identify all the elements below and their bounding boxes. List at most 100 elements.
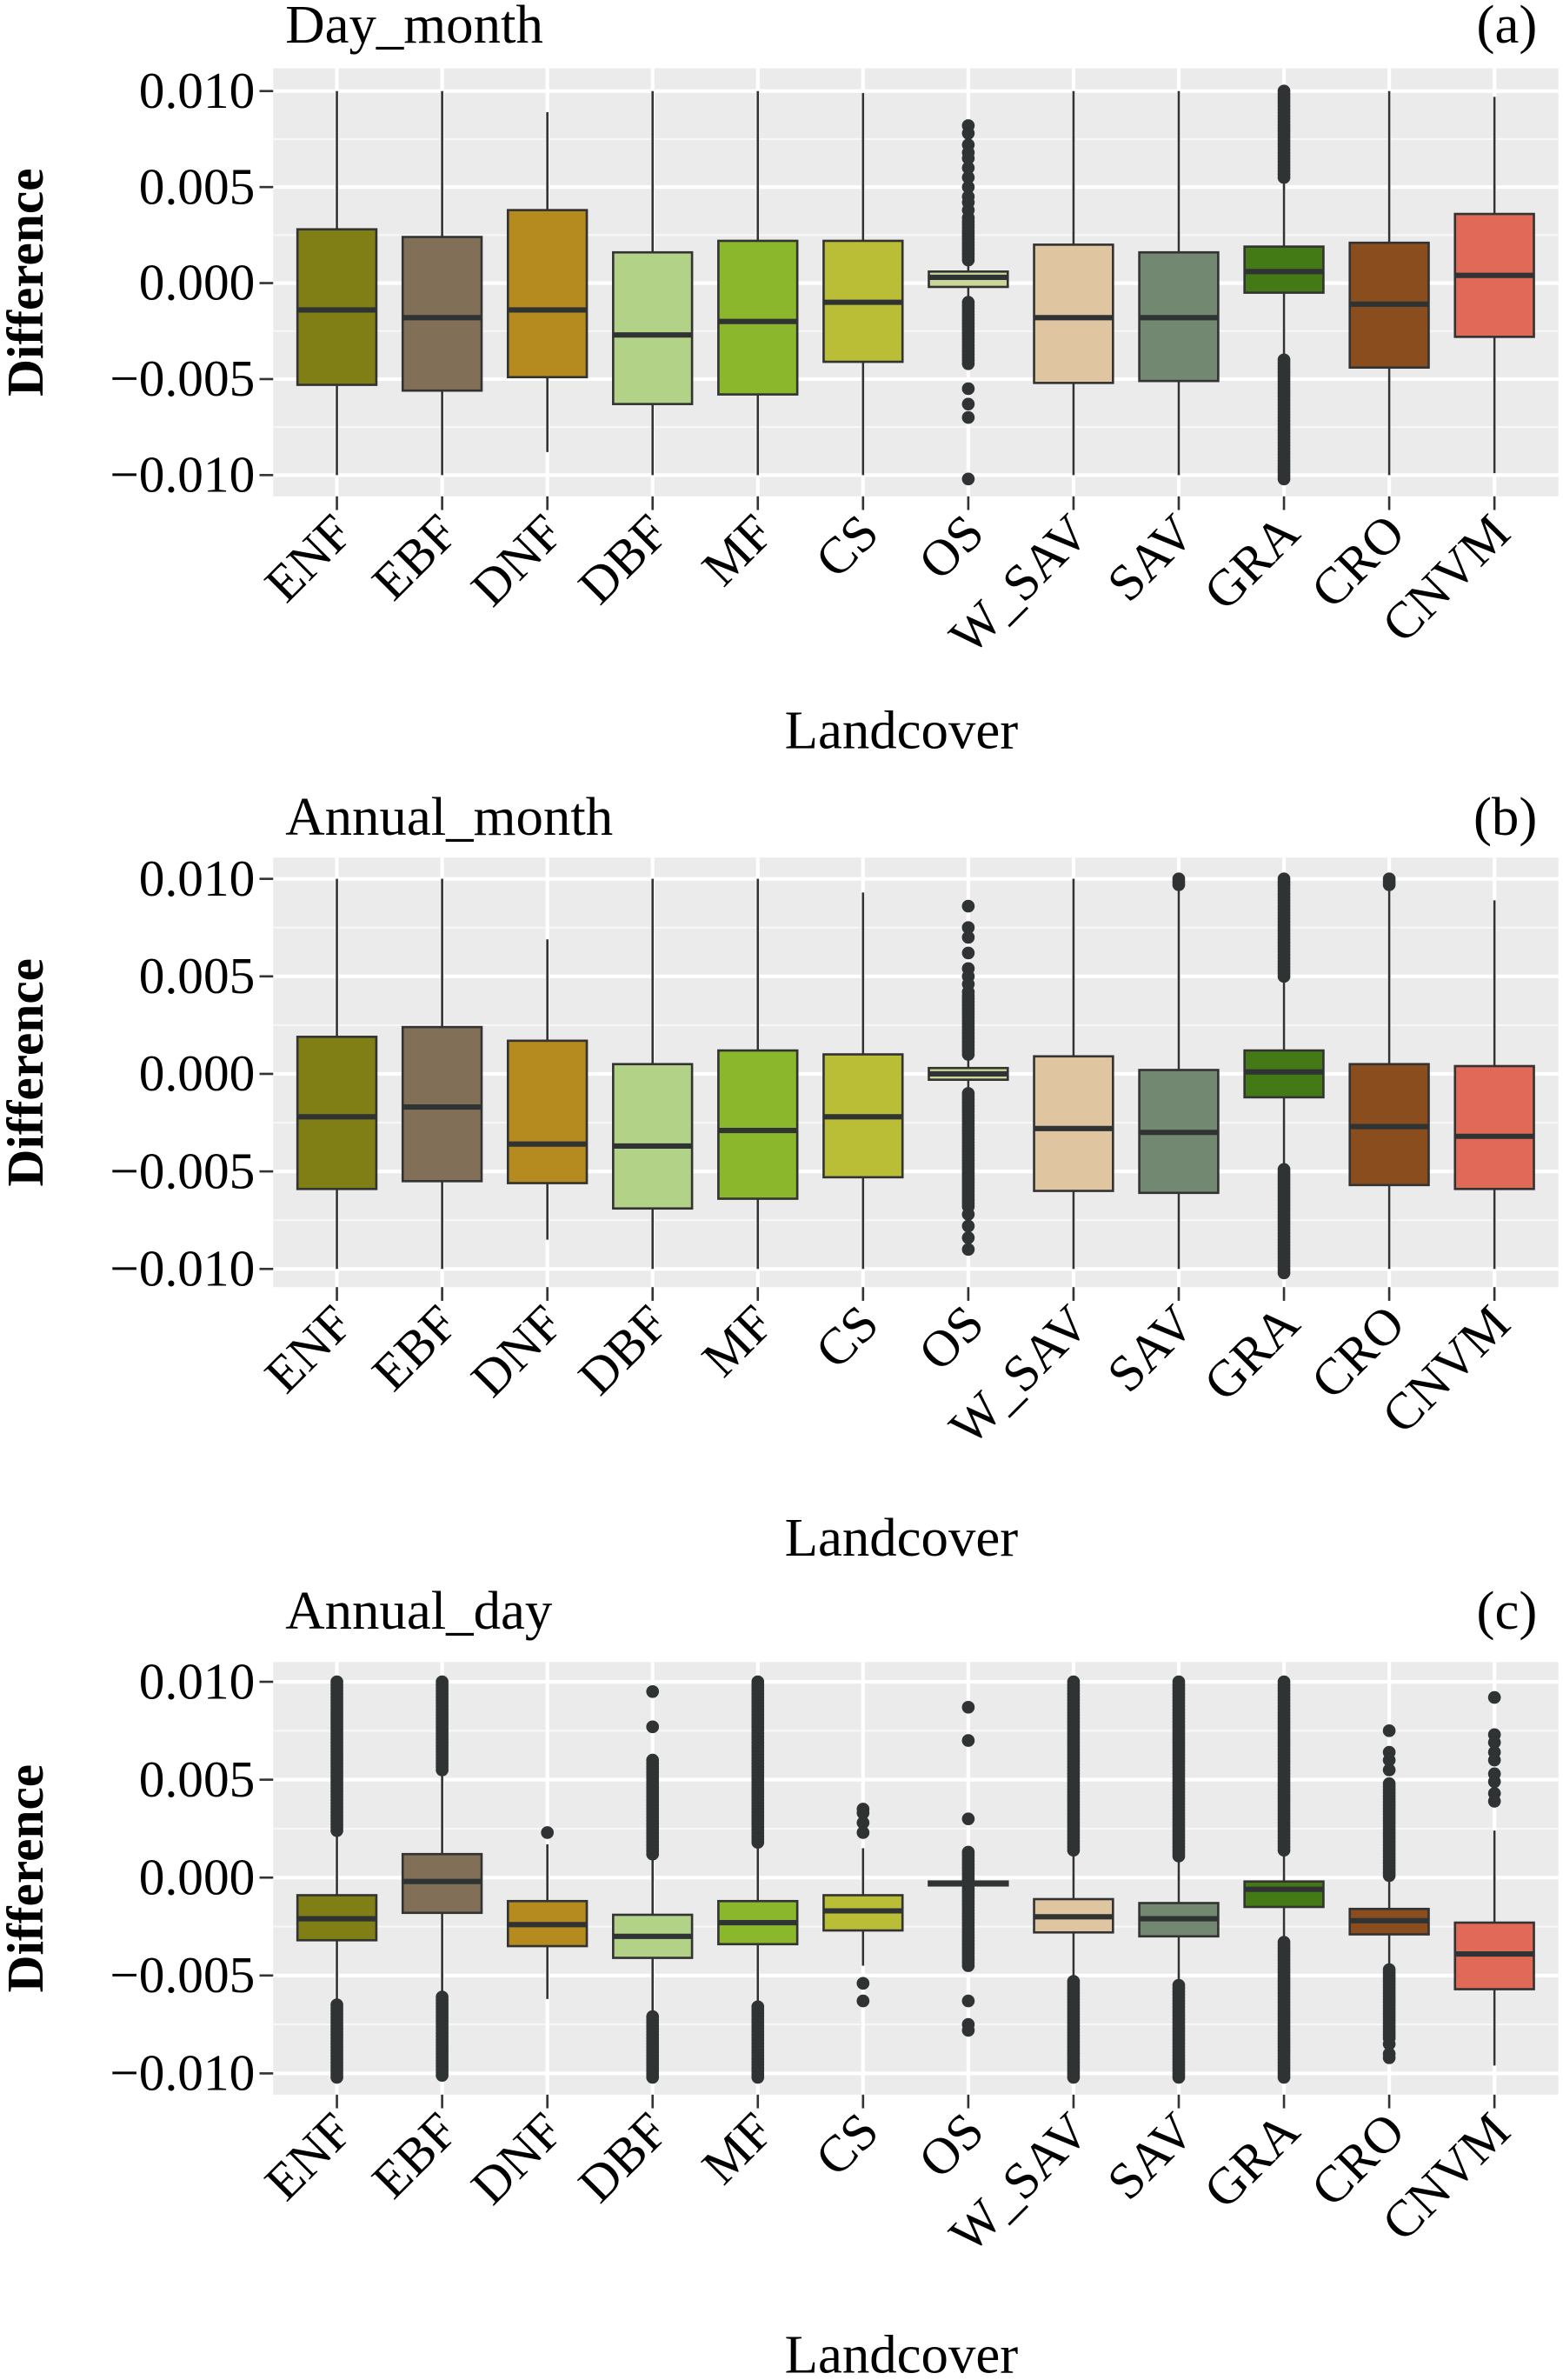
outlier-point — [751, 1675, 765, 1689]
outlier-point — [961, 1087, 975, 1100]
box-iqr — [401, 236, 483, 392]
box-os — [928, 119, 1009, 486]
outlier-point — [961, 1734, 975, 1747]
outlier-point — [1277, 84, 1291, 98]
outlier-point — [1277, 872, 1291, 885]
outlier-point — [961, 1994, 975, 2008]
x-tick-label: ENF — [254, 503, 363, 613]
outlier-point — [961, 296, 975, 309]
y-tick-label: 0.005 — [139, 157, 255, 215]
x-axis-title: Landcover — [785, 1507, 1019, 1568]
outlier-point — [961, 397, 975, 410]
y-tick-label: 0.005 — [139, 1750, 255, 1808]
outlier-point — [856, 1994, 870, 2008]
panel-title: Day_month — [285, 0, 543, 55]
outlier-point — [961, 899, 975, 913]
outlier-point — [961, 1231, 975, 1244]
outlier-point — [961, 930, 975, 944]
box-cnvm — [1453, 900, 1535, 1270]
outlier-point — [961, 180, 975, 194]
y-tick-label: 0.000 — [139, 254, 255, 311]
x-tick-label: ENF — [254, 1294, 363, 1403]
box-iqr — [1033, 243, 1114, 384]
box-sav — [1138, 90, 1220, 476]
box-enf — [296, 878, 378, 1270]
outlier-point — [961, 1219, 975, 1233]
outlier-point — [646, 1720, 660, 1734]
outlier-point — [1487, 1690, 1501, 1704]
panel-label: (a) — [1477, 0, 1538, 55]
box-enf — [296, 90, 378, 476]
x-tick-label: GRA — [1193, 503, 1310, 621]
x-tick-label: EBF — [361, 1294, 469, 1402]
box-iqr — [1033, 1055, 1114, 1192]
box-ebf — [401, 878, 483, 1270]
outlier-point — [1277, 353, 1291, 367]
box-cs — [822, 92, 904, 476]
box-mf — [717, 878, 799, 1270]
x-tick-label: ENF — [254, 2102, 363, 2211]
box-dbf — [612, 90, 694, 476]
box-mf — [717, 1675, 799, 2084]
outlier-point — [961, 170, 975, 184]
x-tick-label: EBF — [361, 2102, 469, 2210]
outlier-point — [961, 161, 975, 175]
x-tick-label: EBF — [361, 503, 469, 611]
outlier-point — [961, 1845, 975, 1859]
box-iqr — [401, 1025, 483, 1183]
box-sav — [1138, 872, 1220, 1270]
y-tick-label: 0.010 — [139, 1652, 255, 1710]
box-cro — [1348, 872, 1430, 1270]
x-axis-title: Landcover — [785, 2323, 1019, 2380]
box-cs — [822, 892, 904, 1270]
x-tick-label: MF — [691, 1294, 784, 1387]
y-tick-label: 0.010 — [139, 850, 255, 907]
box-iqr — [296, 1036, 378, 1190]
box-mf — [717, 90, 799, 476]
box-sav — [1138, 1675, 1220, 2084]
y-tick-label: −0.005 — [110, 1946, 255, 2003]
outlier-point — [1382, 2037, 1396, 2050]
panel-title: Annual_month — [285, 786, 613, 847]
outlier-point — [751, 2000, 765, 2014]
y-tick-label: −0.005 — [110, 350, 255, 407]
x-tick-label: SAV — [1096, 1294, 1205, 1403]
y-tick-label: 0.005 — [139, 947, 255, 1004]
x-axis-title: Landcover — [785, 700, 1019, 761]
x-tick-label: MF — [691, 503, 784, 597]
outlier-point — [961, 382, 975, 396]
box-cs — [822, 1803, 904, 2008]
box-dbf — [612, 878, 694, 1270]
box-iqr — [717, 239, 799, 396]
y-tick-label: 0.000 — [139, 1044, 255, 1102]
y-tick-label: −0.010 — [110, 446, 255, 503]
box-iqr — [612, 1063, 694, 1210]
outlier-point — [1172, 1675, 1186, 1689]
x-tick-label: DBF — [568, 1294, 679, 1405]
outlier-point — [541, 1826, 554, 1839]
y-axis-title: Difference — [0, 958, 54, 1186]
box-iqr — [1243, 1880, 1325, 1909]
outlier-point — [961, 1243, 975, 1257]
x-tick-label: CS — [804, 503, 889, 589]
panel-title: Annual_day — [285, 1580, 553, 1641]
box-os — [928, 1700, 1009, 2037]
box-w_sav — [1033, 90, 1114, 476]
outlier-point — [1277, 1163, 1291, 1177]
outlier-point — [961, 211, 975, 224]
box-iqr — [1453, 1064, 1535, 1190]
outlier-point — [1487, 1775, 1501, 1789]
x-tick-label: OS — [908, 1294, 994, 1381]
x-tick-label: GRA — [1193, 2102, 1310, 2219]
y-tick-label: −0.010 — [110, 1239, 255, 1297]
x-tick-label: DBF — [568, 2102, 679, 2213]
box-dnf — [506, 112, 589, 452]
outlier-point — [1172, 1978, 1186, 1992]
x-tick-label: CS — [804, 2102, 889, 2187]
box-gra — [1243, 84, 1325, 486]
box-dbf — [612, 1684, 694, 2084]
